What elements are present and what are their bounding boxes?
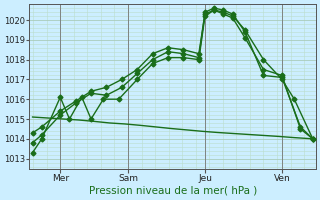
X-axis label: Pression niveau de la mer( hPa ): Pression niveau de la mer( hPa ) [89, 186, 257, 196]
